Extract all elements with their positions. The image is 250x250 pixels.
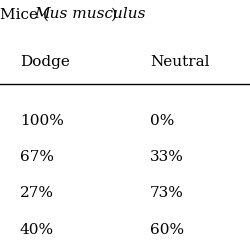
Text: 40%: 40% (20, 222, 54, 236)
Text: 33%: 33% (150, 150, 184, 164)
Text: Dodge: Dodge (20, 55, 70, 69)
Text: 100%: 100% (20, 114, 64, 128)
Text: 67%: 67% (20, 150, 54, 164)
Text: 73%: 73% (150, 186, 184, 200)
Text: Neutral: Neutral (150, 55, 210, 69)
Text: ): ) (111, 8, 117, 22)
Text: 0%: 0% (150, 114, 174, 128)
Text: 60%: 60% (150, 222, 184, 236)
Text: Mus musculus: Mus musculus (34, 8, 145, 22)
Text: 27%: 27% (20, 186, 54, 200)
Text: Mice (: Mice ( (0, 8, 49, 22)
